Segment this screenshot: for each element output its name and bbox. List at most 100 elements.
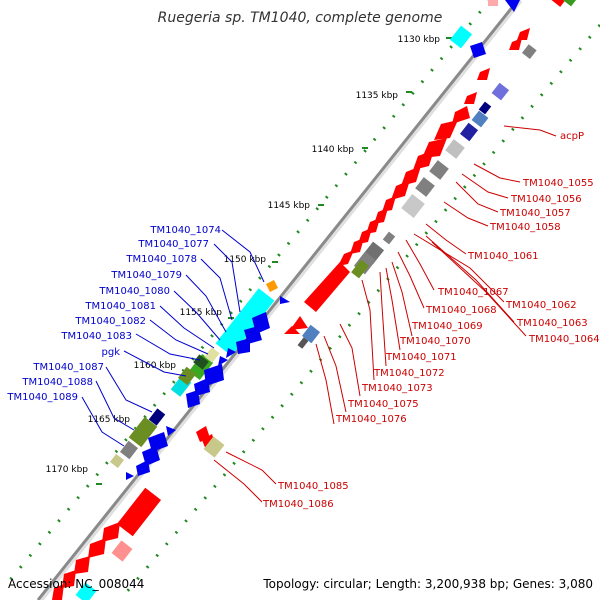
tick-label: 1170 kbp — [46, 465, 89, 475]
gene-red — [338, 250, 354, 266]
gene-label: TM1040_1076 — [335, 414, 407, 425]
gene-blue — [126, 472, 134, 480]
gene-orange — [266, 280, 278, 292]
gene-gray — [415, 177, 435, 197]
gene-label: TM1040_1082 — [74, 316, 146, 327]
gene-red — [102, 522, 120, 542]
gene-red — [434, 120, 458, 140]
gene-label: pgk — [102, 347, 121, 358]
gene-cyan-long — [215, 288, 275, 356]
connector-blue — [185, 274, 227, 333]
label-connectors — [81, 125, 557, 503]
gene-red — [350, 238, 364, 254]
gene-red — [88, 538, 106, 558]
connector-blue — [135, 333, 201, 361]
connector-red — [431, 241, 527, 337]
gene-label: TM1040_1067 — [437, 287, 509, 298]
connector-red — [443, 201, 489, 227]
gene-navy — [478, 101, 492, 115]
gene-label: TM1040_1072 — [373, 368, 445, 379]
tick-label: 1145 kbp — [268, 201, 311, 211]
gene-red — [62, 570, 76, 588]
gene-label: TM1040_1077 — [137, 239, 209, 250]
gene-label: TM1040_1063 — [516, 318, 588, 329]
gene-olive — [177, 366, 197, 386]
gene-pink — [488, 0, 498, 6]
gene-red — [413, 150, 434, 170]
connector-red — [391, 261, 413, 337]
gene-blue — [280, 296, 290, 304]
gene-olive — [351, 259, 369, 279]
gene-khaki — [204, 347, 220, 363]
gene-pink — [111, 540, 133, 562]
gene-red — [509, 38, 522, 50]
connector-blue — [123, 350, 187, 377]
gene-cyan — [75, 582, 97, 600]
gene-label: TM1040_1083 — [60, 331, 132, 342]
gene-label: TM1040_1078 — [125, 254, 197, 265]
tick-labels: 1130 kbp 1135 kbp 1140 kbp 1145 kbp 1150… — [46, 35, 441, 475]
gene-label: TM1040_1089 — [6, 392, 78, 403]
tick-label: 1150 kbp — [224, 255, 267, 265]
gene-label: TM1040_1058 — [489, 222, 561, 233]
connector-blue — [173, 290, 221, 341]
connector-red — [461, 173, 509, 199]
connector-blue — [159, 305, 215, 349]
connector-red — [225, 451, 277, 485]
gene-steel — [301, 324, 321, 344]
labels-right: acpP TM1040_1055 TM1040_1056 TM1040_1057… — [262, 131, 600, 510]
labels-left: TM1040_1074 TM1040_1077 TM1040_1078 TM10… — [6, 225, 221, 403]
gene-red — [401, 166, 421, 186]
connector-red — [379, 271, 387, 367]
connector-red — [315, 343, 335, 425]
gene-blue — [505, 0, 520, 12]
gene-red-long — [304, 262, 350, 312]
gene-blue — [166, 426, 176, 436]
gene-olive — [128, 416, 158, 448]
connector-red — [425, 235, 515, 323]
gene-blue — [236, 338, 250, 354]
tick-label: 1130 kbp — [398, 35, 441, 45]
gene-steel — [471, 110, 489, 128]
backbone-line — [36, 0, 520, 600]
connector-red — [213, 459, 263, 503]
gene-red — [549, 0, 569, 7]
connector-blue — [221, 229, 265, 283]
connector-blue — [95, 380, 135, 431]
gene-red — [52, 584, 64, 600]
connector-red — [503, 125, 557, 137]
gene-red — [284, 326, 300, 334]
gene-blue — [136, 460, 150, 476]
gene-purple — [491, 82, 510, 101]
connector-red — [397, 251, 425, 309]
gene-khaki — [203, 436, 225, 458]
connector-blue — [105, 366, 153, 413]
gene-label: TM1040_1057 — [499, 208, 571, 219]
gene-label: TM1040_1062 — [505, 300, 577, 311]
connector-red — [361, 279, 375, 381]
connector-blue — [81, 396, 125, 447]
gene-red — [464, 92, 477, 104]
gene-label: TM1040_1081 — [84, 301, 156, 312]
gc-dot-tracks — [8, 0, 600, 600]
genes-left-side — [75, 25, 486, 600]
gene-red — [452, 106, 470, 124]
connector-red — [385, 267, 401, 351]
connector-red — [405, 239, 435, 291]
gene-label: TM1040_1079 — [110, 270, 182, 281]
gene-label: TM1040_1061 — [467, 251, 539, 262]
gene-red — [517, 28, 530, 40]
gene-gray — [521, 44, 537, 60]
tick-label: 1155 kbp — [180, 308, 223, 318]
gene-blue — [148, 432, 168, 452]
gene-label: TM1040_1085 — [277, 481, 349, 492]
gene-red-long — [116, 487, 162, 537]
gene-gray — [429, 160, 449, 180]
gene-red — [391, 180, 410, 200]
gene-red — [74, 556, 90, 574]
tick-label: 1135 kbp — [356, 91, 399, 101]
connector-red — [323, 335, 347, 413]
connector-blue — [213, 243, 241, 313]
gene-gray — [382, 231, 396, 245]
gene-label: TM1040_1071 — [385, 352, 457, 363]
